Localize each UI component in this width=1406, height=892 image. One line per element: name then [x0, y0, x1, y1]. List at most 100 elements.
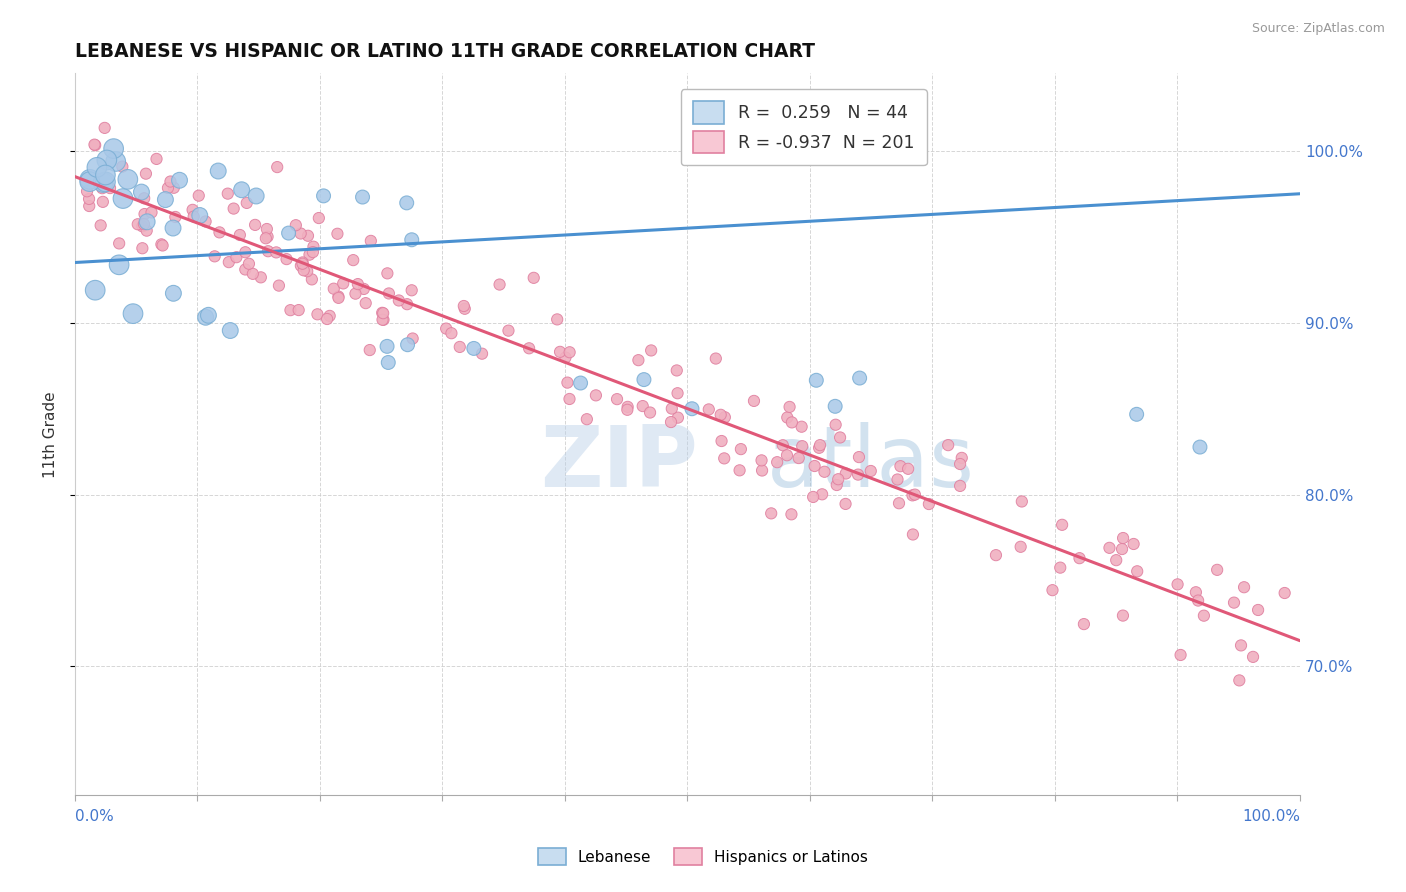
Point [728, 463, 751, 477]
Point [396, 337, 419, 351]
Point [666, 410, 689, 425]
Point [825, 478, 848, 492]
Point [229, 227, 252, 242]
Point [373, 313, 395, 327]
Point [1098, 541, 1121, 555]
Point [377, 355, 399, 369]
Legend: R =  0.259   N = 44, R = -0.937  N = 201: R = 0.259 N = 44, R = -0.937 N = 201 [681, 89, 927, 165]
Point [318, 309, 340, 323]
Point [1241, 649, 1264, 664]
Point [1105, 553, 1128, 567]
Point [159, 174, 181, 188]
Point [772, 438, 794, 452]
Point [94, 168, 117, 182]
Point [585, 388, 607, 402]
Point [136, 215, 159, 229]
Point [187, 188, 209, 202]
Point [434, 321, 457, 335]
Point [145, 152, 167, 166]
Point [751, 453, 773, 467]
Point [98, 181, 121, 195]
Point [93, 120, 115, 135]
Point [714, 410, 737, 425]
Point [236, 195, 259, 210]
Point [219, 324, 242, 338]
Point [84, 138, 107, 153]
Point [233, 262, 256, 277]
Point [546, 312, 568, 326]
Point [776, 448, 799, 462]
Point [91, 194, 114, 209]
Point [162, 286, 184, 301]
Point [222, 202, 245, 216]
Point [950, 450, 973, 465]
Point [162, 221, 184, 235]
Point [254, 231, 277, 245]
Point [207, 164, 229, 178]
Point [152, 238, 174, 252]
Point [471, 347, 494, 361]
Point [631, 399, 654, 413]
Point [301, 272, 323, 286]
Text: 0.0%: 0.0% [75, 809, 114, 824]
Point [627, 353, 650, 368]
Point [984, 548, 1007, 562]
Point [638, 405, 661, 419]
Point [76, 184, 98, 198]
Point [828, 430, 851, 444]
Point [256, 229, 278, 244]
Point [111, 160, 134, 174]
Point [801, 490, 824, 504]
Point [449, 340, 471, 354]
Point [1170, 648, 1192, 662]
Point [665, 363, 688, 377]
Point [811, 487, 834, 501]
Point [298, 248, 321, 262]
Point [848, 371, 870, 385]
Point [517, 341, 540, 355]
Point [90, 219, 112, 233]
Point [91, 176, 114, 190]
Point [1125, 407, 1147, 421]
Point [371, 306, 394, 320]
Point [326, 227, 349, 241]
Point [91, 181, 114, 195]
Point [835, 467, 858, 481]
Point [131, 241, 153, 255]
Point [1167, 577, 1189, 591]
Point [454, 301, 477, 316]
Point [918, 497, 941, 511]
Point [901, 527, 924, 541]
Point [155, 193, 177, 207]
Point [165, 210, 187, 224]
Point [859, 464, 882, 478]
Point [1192, 608, 1215, 623]
Point [440, 326, 463, 341]
Point [377, 266, 399, 280]
Point [813, 465, 835, 479]
Point [824, 400, 846, 414]
Point [949, 457, 972, 471]
Point [250, 270, 273, 285]
Point [730, 442, 752, 457]
Point [780, 508, 803, 522]
Point [776, 410, 799, 425]
Point [257, 244, 280, 259]
Point [307, 307, 329, 321]
Point [806, 373, 828, 387]
Point [640, 343, 662, 358]
Point [1111, 542, 1133, 557]
Point [710, 434, 733, 448]
Point [616, 400, 638, 414]
Point [96, 153, 118, 167]
Point [354, 296, 377, 310]
Point [264, 245, 287, 260]
Point [713, 451, 735, 466]
Point [569, 376, 592, 390]
Point [889, 459, 911, 474]
Point [1069, 551, 1091, 566]
Point [141, 205, 163, 219]
Point [378, 286, 401, 301]
Point [1230, 639, 1253, 653]
Point [790, 419, 813, 434]
